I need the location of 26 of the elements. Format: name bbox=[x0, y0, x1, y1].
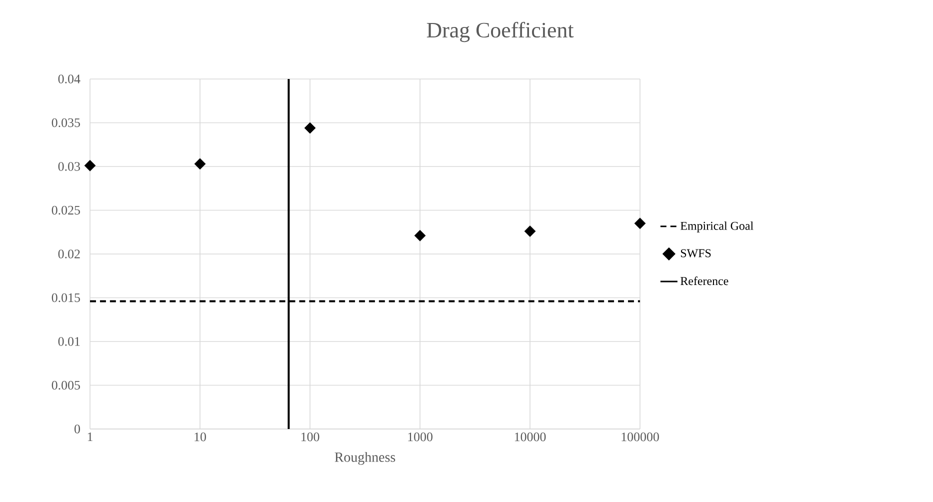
x-tick-label: 1000 bbox=[408, 432, 432, 442]
x-tick-label: 100 bbox=[301, 432, 320, 442]
y-tick-label: 0.025 bbox=[52, 206, 80, 215]
y-tick-label: 0.02 bbox=[58, 250, 80, 258]
y-tick-label: 0 bbox=[74, 424, 80, 434]
point bbox=[524, 226, 536, 237]
legend-label: SWFS bbox=[680, 249, 711, 258]
x-axis-title: Roughness bbox=[334, 452, 396, 465]
point bbox=[414, 230, 426, 242]
y-tick-label: 0.005 bbox=[52, 380, 80, 390]
legend-label: Reference bbox=[680, 276, 728, 286]
y-tick-label: 0.015 bbox=[52, 293, 80, 302]
y-tick-label: 0.03 bbox=[58, 162, 80, 171]
legend-label: Empirical Goal bbox=[680, 221, 754, 232]
y-tick-label: 0.01 bbox=[58, 337, 80, 346]
y-tick-label: 0.035 bbox=[52, 118, 80, 128]
y-tick-label: 0.04 bbox=[58, 74, 80, 84]
x-tick-label: 1 bbox=[88, 432, 92, 442]
point bbox=[194, 158, 206, 170]
chart-title: Drag Coefficient bbox=[426, 22, 574, 42]
x-tick-label: 10000 bbox=[514, 432, 546, 442]
x-tick-label: 100000 bbox=[622, 432, 659, 442]
x-tick-label: 10 bbox=[194, 432, 206, 442]
point bbox=[304, 122, 316, 134]
point bbox=[634, 218, 646, 230]
point bbox=[84, 160, 96, 172]
